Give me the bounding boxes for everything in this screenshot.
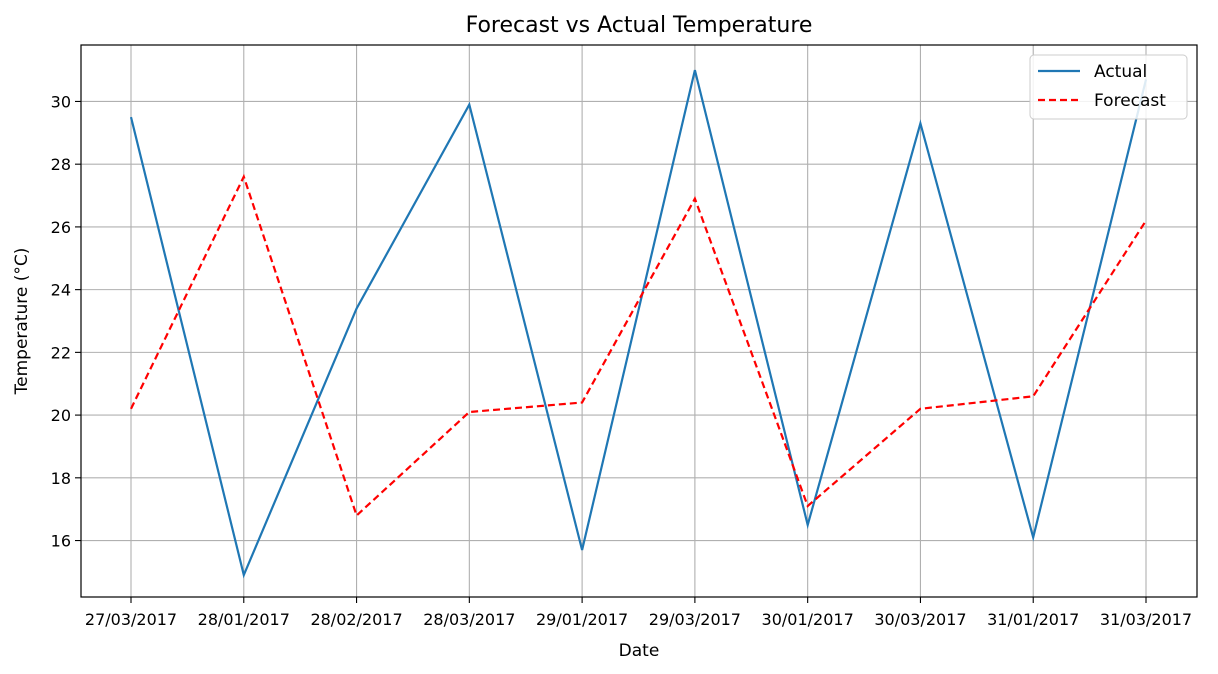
- x-tick-label: 28/03/2017: [423, 610, 515, 629]
- y-tick-label: 18: [51, 469, 71, 488]
- x-tick-label: 28/02/2017: [310, 610, 402, 629]
- x-tick-label: 30/03/2017: [874, 610, 966, 629]
- y-axis-ticks: 16 18 20 22 24 26 28 30: [51, 92, 81, 551]
- y-tick-label: 24: [51, 281, 71, 300]
- y-tick-label: 22: [51, 343, 71, 362]
- series-lines: [129, 69, 1148, 579]
- legend: Actual Forecast: [1029, 54, 1188, 120]
- x-tick-label: 30/01/2017: [762, 610, 854, 629]
- legend-label-forecast: Forecast: [1094, 91, 1166, 111]
- chart-title: Forecast vs Actual Temperature: [466, 13, 813, 38]
- series-line-forecast: [130, 173, 1147, 518]
- x-axis-label: Date: [619, 641, 660, 661]
- legend-label-actual: Actual: [1094, 62, 1147, 82]
- y-tick-label: 26: [51, 218, 71, 237]
- grid-lines: [81, 45, 1197, 597]
- y-tick-label: 30: [51, 92, 71, 111]
- x-tick-label: 27/03/2017: [85, 610, 177, 629]
- y-tick-label: 20: [51, 406, 71, 425]
- y-axis-label: Temperature (°C): [12, 248, 32, 396]
- x-axis-ticks: 27/03/2017 28/01/2017 28/02/2017 28/03/2017…: [85, 597, 1192, 629]
- x-tick-label: 29/03/2017: [649, 610, 741, 629]
- plot-area-frame: [80, 44, 1198, 598]
- x-tick-label: 31/01/2017: [987, 610, 1079, 629]
- series-line-actual: [129, 69, 1148, 579]
- x-tick-label: 29/01/2017: [536, 610, 628, 629]
- x-tick-label: 28/01/2017: [198, 610, 290, 629]
- y-tick-label: 16: [51, 532, 71, 551]
- y-tick-label: 28: [51, 155, 71, 174]
- x-tick-label: 31/03/2017: [1100, 610, 1192, 629]
